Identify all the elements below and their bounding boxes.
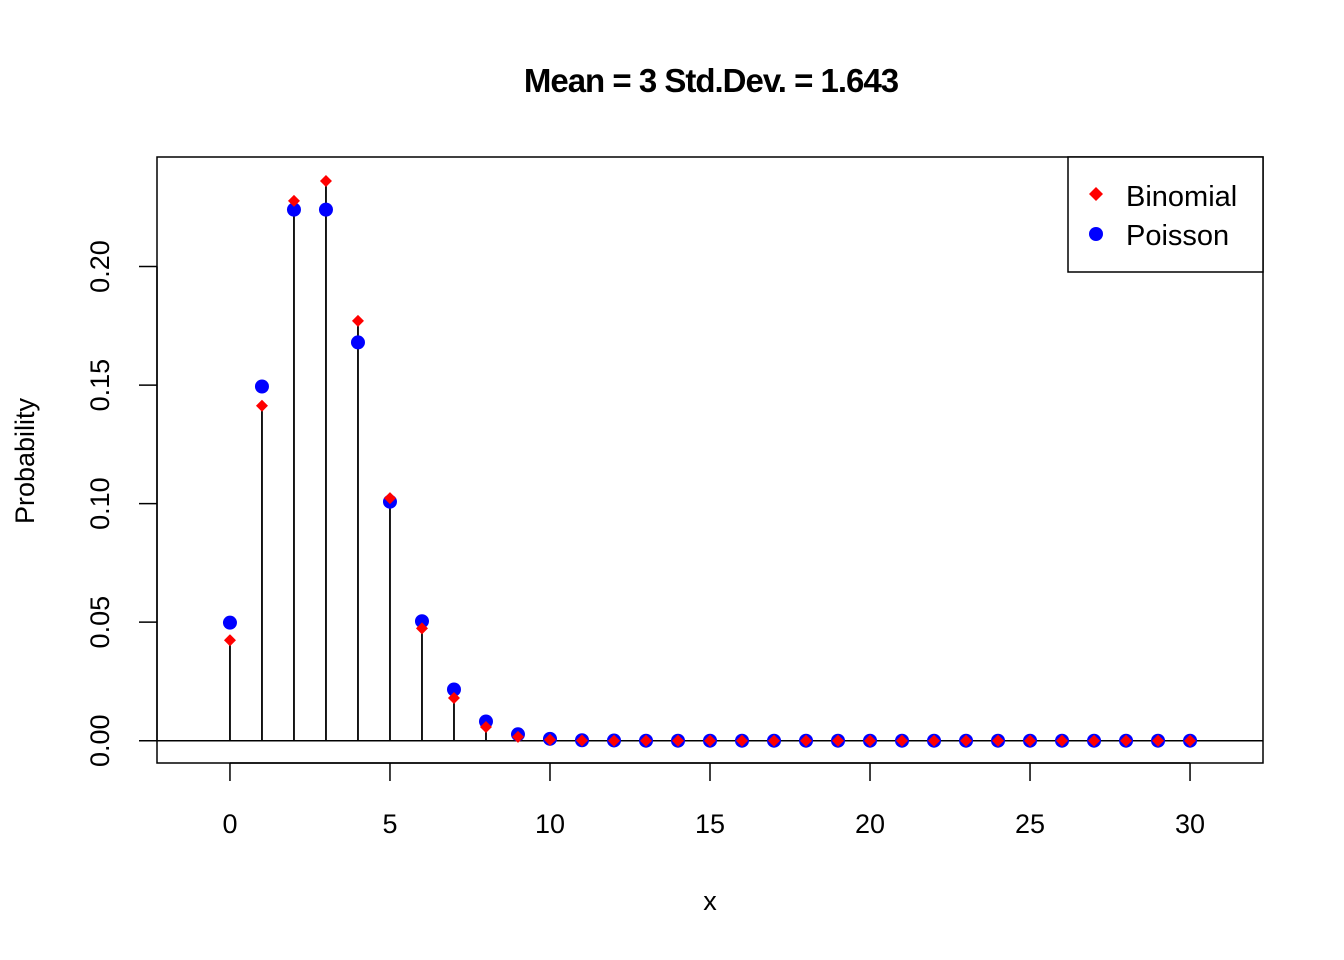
binomial-point [768, 734, 781, 747]
legend-marker-binomial [1089, 187, 1103, 201]
x-axis: 0 5 10 15 20 25 30 [222, 762, 1205, 839]
x-tick-label: 25 [1015, 809, 1045, 839]
poisson-point [254, 379, 269, 394]
y-tick-label: 0.20 [85, 240, 115, 293]
binomial-point [479, 720, 492, 733]
chart-title: Mean = 3 Std.Dev. = 1.643 [524, 62, 899, 99]
binomial-point [511, 730, 524, 743]
stems [229, 180, 583, 741]
binomial-point [1184, 734, 1197, 747]
binomial-point [1056, 734, 1069, 747]
binomial-point [1152, 734, 1165, 747]
y-axis-label: Probability [10, 397, 40, 524]
y-tick-label: 0.00 [85, 714, 115, 767]
y-tick-label: 0.15 [85, 359, 115, 412]
y-tick-label: 0.05 [85, 596, 115, 649]
x-tick-label: 10 [535, 809, 565, 839]
poisson-point [446, 682, 461, 697]
binomial-point [383, 492, 396, 505]
binomial-point [543, 733, 556, 746]
x-tick-label: 30 [1175, 809, 1205, 839]
binomial-point [960, 734, 973, 747]
binomial-point [736, 734, 749, 747]
binomial-point [223, 634, 236, 647]
binomial-point [864, 734, 877, 747]
binomial-point [1024, 734, 1037, 747]
legend-label-binomial: Binomial [1126, 181, 1237, 213]
binomial-point [1088, 734, 1101, 747]
legend: Binomial Poisson [1067, 156, 1264, 273]
binomial-point [287, 194, 300, 207]
poisson-point [350, 335, 365, 350]
binomial-point [800, 734, 813, 747]
binomial-point [832, 734, 845, 747]
binomial-point [1120, 734, 1133, 747]
binomial-point [928, 734, 941, 747]
binomial-point [896, 734, 909, 747]
points [222, 174, 1198, 748]
legend-box [1067, 156, 1264, 273]
binomial-point [319, 174, 332, 187]
binomial-point [351, 314, 364, 327]
binomial-point [671, 734, 684, 747]
poisson-point [286, 202, 301, 217]
binomial-point [639, 734, 652, 747]
y-axis: 0.00 0.05 0.10 0.15 0.20 [85, 240, 158, 767]
binomial-point [415, 622, 428, 635]
poisson-point [222, 615, 237, 630]
binomial-point [255, 399, 268, 412]
poisson-point [318, 202, 333, 217]
x-tick-label: 15 [695, 809, 725, 839]
poisson-point [414, 614, 429, 629]
binomial-point [704, 734, 716, 747]
legend-label-poisson: Poisson [1126, 220, 1229, 252]
binomial-point [607, 734, 620, 747]
binomial-point [992, 734, 1005, 747]
binomial-point [575, 734, 588, 747]
x-axis-label: x [703, 886, 717, 916]
x-tick-label: 20 [855, 809, 885, 839]
legend-marker-poisson [1089, 227, 1103, 241]
y-tick-label: 0.10 [85, 477, 115, 530]
x-tick-label: 5 [382, 809, 397, 839]
x-tick-label: 0 [222, 809, 237, 839]
binomial-point [447, 692, 460, 705]
